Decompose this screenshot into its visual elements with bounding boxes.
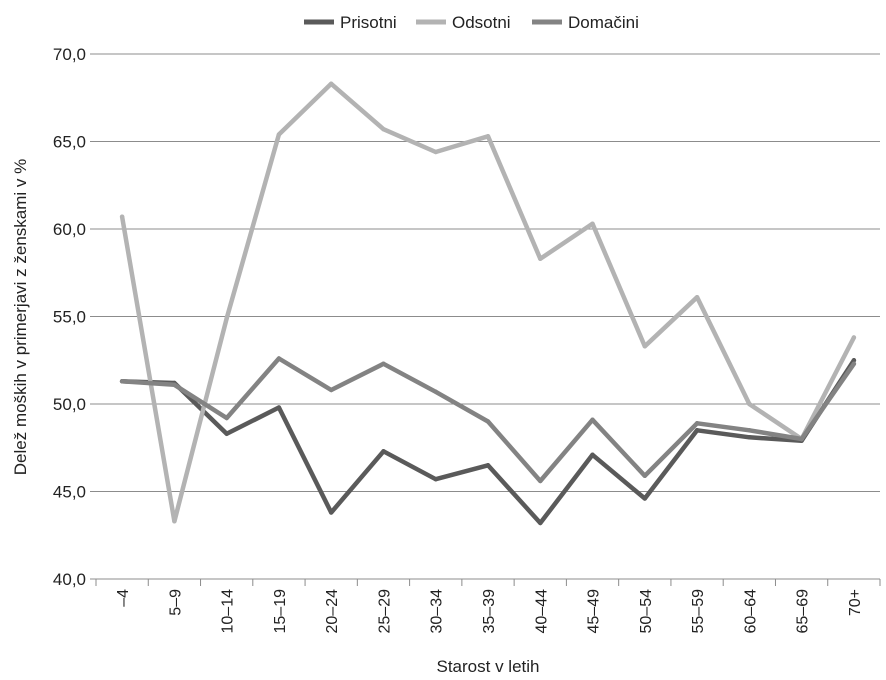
y-tick-label: 60,0 <box>53 220 86 239</box>
data-point <box>381 449 386 454</box>
y-tick-label: 40,0 <box>53 570 86 589</box>
data-point <box>224 316 229 321</box>
data-point <box>485 419 491 424</box>
data-point <box>694 295 700 300</box>
legend-label: Odsotni <box>452 13 511 32</box>
gridlines <box>90 53 880 580</box>
data-point <box>329 81 334 86</box>
legend: Prisotni Odsotni Domačini <box>304 13 639 32</box>
data-point <box>851 358 857 363</box>
data-point <box>433 477 438 482</box>
x-tick-label: 50–54 <box>638 589 655 634</box>
data-point <box>747 435 752 440</box>
legend-label: Domačini <box>568 13 639 32</box>
x-axis-title: Starost v letih <box>437 657 540 676</box>
x-tick-label: 20–24 <box>324 589 341 634</box>
data-point <box>590 417 595 422</box>
data-point <box>172 382 177 387</box>
data-point <box>642 496 647 501</box>
y-tick-label: 65,0 <box>53 133 86 152</box>
data-point <box>381 361 386 366</box>
series-line-prisotni <box>119 358 857 526</box>
y-tick-label: 55,0 <box>53 308 86 327</box>
data-point <box>694 428 700 433</box>
x-tick-label: 25–29 <box>376 589 393 634</box>
x-tick-label: 40–44 <box>533 589 550 634</box>
x-tick-label: 15–19 <box>272 589 289 634</box>
data-point <box>433 389 438 394</box>
legend-label: Prisotni <box>340 13 397 32</box>
data-point <box>224 415 229 421</box>
x-tick-label: 70+ <box>847 589 864 616</box>
data-point <box>172 519 177 524</box>
data-point <box>381 127 386 132</box>
data-point <box>485 463 491 468</box>
series-line-odsotni <box>119 81 857 524</box>
data-point <box>851 361 857 366</box>
x-tick-label: 45–49 <box>586 589 603 634</box>
data-point <box>485 134 491 139</box>
data-point <box>329 510 334 515</box>
x-tick-label: 35–39 <box>481 589 498 634</box>
x-tick-label: 60–64 <box>742 589 759 634</box>
y-tick-label: 70,0 <box>53 45 86 64</box>
data-point <box>276 356 282 361</box>
data-point <box>694 421 700 426</box>
data-point <box>433 149 438 155</box>
x-tick-label: 5–9 <box>167 589 184 616</box>
y-tick-label: 45,0 <box>53 483 86 502</box>
x-tick-label: 30–34 <box>429 589 446 634</box>
data-point <box>119 214 125 219</box>
data-point <box>329 387 334 393</box>
data-point <box>538 520 543 526</box>
data-point <box>851 335 857 340</box>
x-tick-label: 55–59 <box>690 589 707 634</box>
x-axis: –4 5–9 10–14 15–19 20–24 25–29 30–34 35–39 40–44… <box>95 579 881 634</box>
y-tick-label: 50,0 <box>53 395 86 414</box>
data-point <box>799 436 804 442</box>
data-point <box>642 473 647 478</box>
data-point <box>642 344 647 349</box>
x-tick-label: 65–69 <box>795 589 812 634</box>
series-lines <box>119 81 857 526</box>
data-point <box>224 431 229 436</box>
data-point <box>538 256 543 261</box>
data-point <box>590 452 595 457</box>
data-point <box>119 379 125 384</box>
data-point <box>276 132 282 137</box>
data-point <box>747 428 752 433</box>
data-point <box>747 401 752 407</box>
data-point <box>538 478 543 484</box>
data-point <box>276 405 282 410</box>
x-tick-label: 10–14 <box>220 589 237 634</box>
x-tick-label: –4 <box>115 589 132 607</box>
data-point <box>590 221 595 226</box>
y-axis-ticks: 40,0 45,0 50,0 55,0 60,0 65,0 70,0 <box>53 45 86 589</box>
y-axis-title: Delež moških v primerjavi z ženskami v % <box>11 159 30 475</box>
